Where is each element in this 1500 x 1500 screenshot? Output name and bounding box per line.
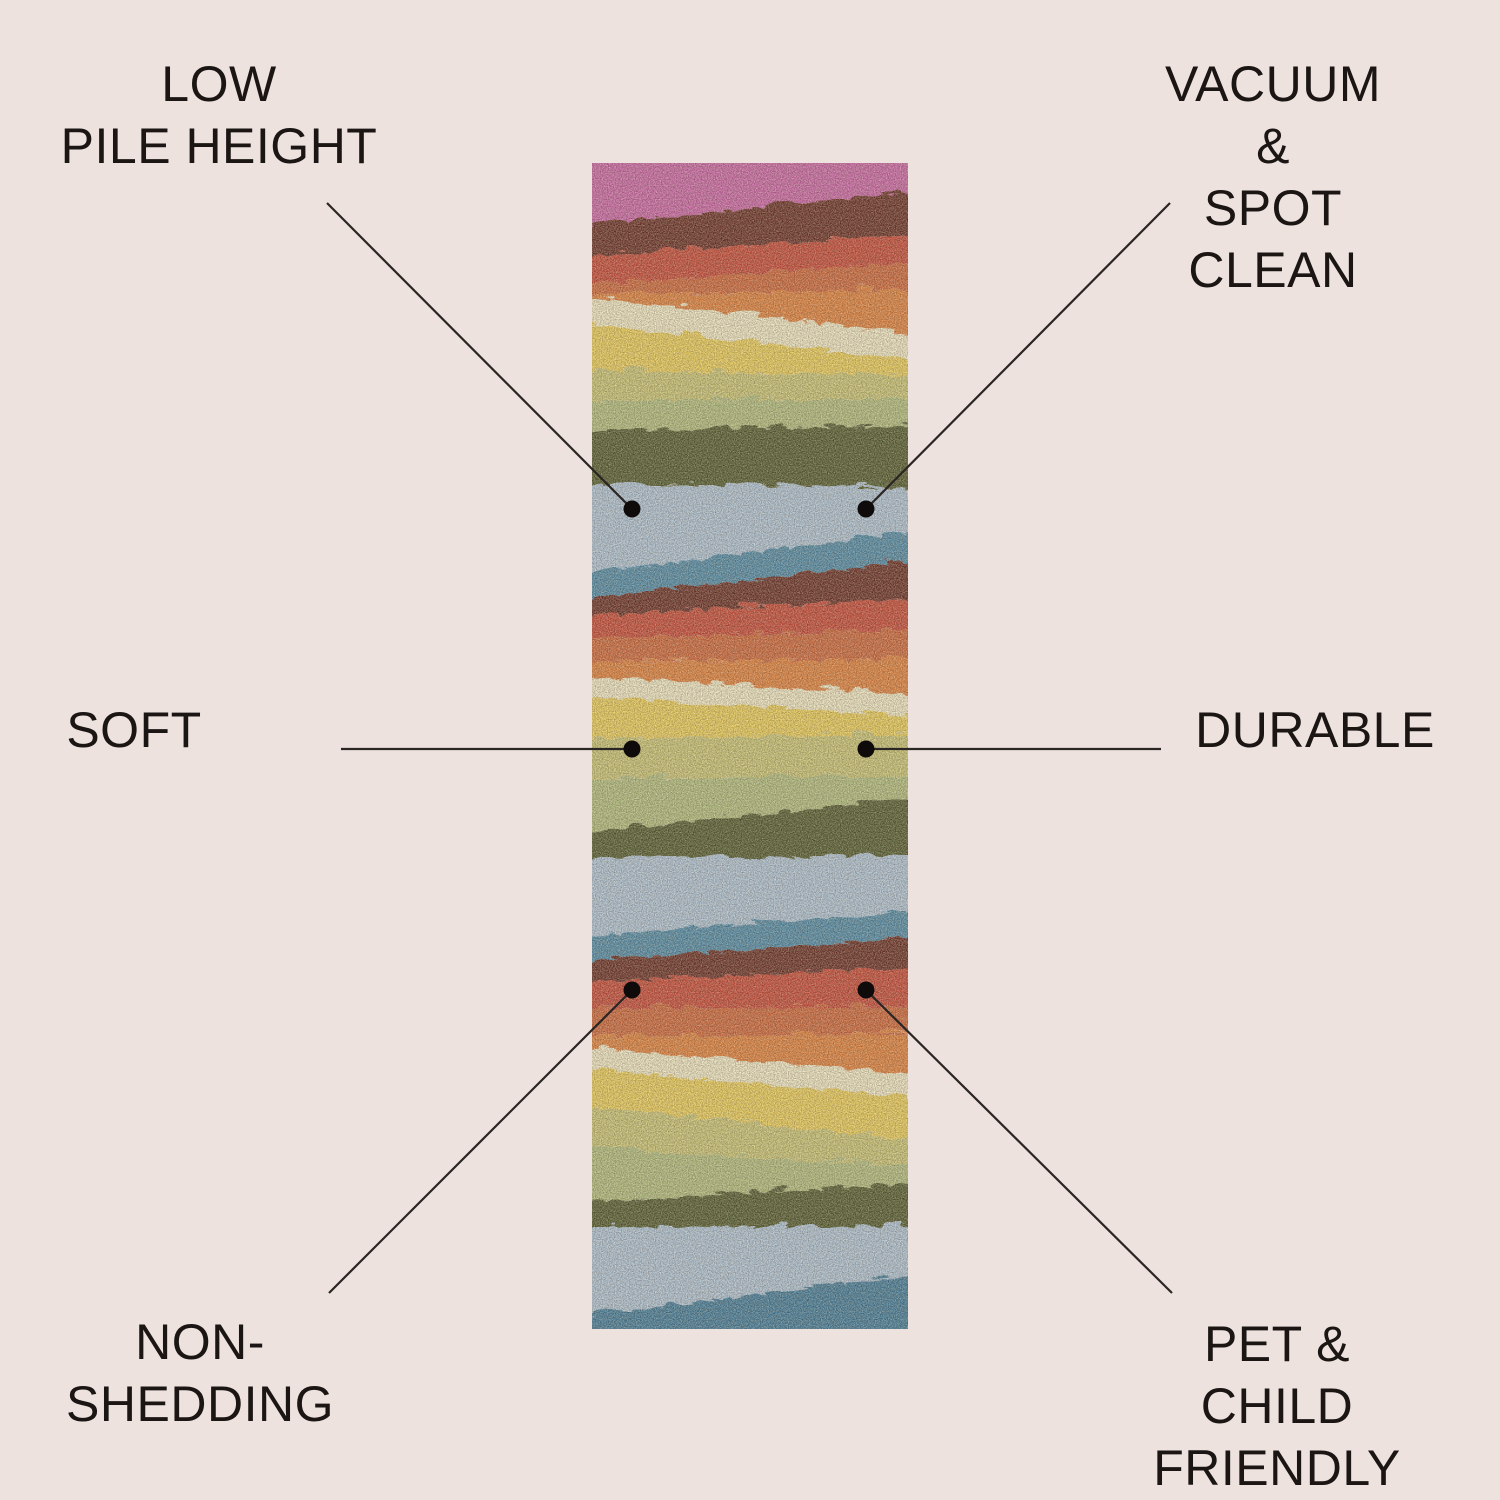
rug-stripe-olive (592, 1180, 908, 1223)
feature-label-non-shedding: NON- SHEDDING (66, 1314, 334, 1432)
callout-line-pet-child-friendly (865, 989, 1173, 1294)
rug-stripe-yellow (592, 1066, 908, 1137)
feature-label-low-pile-height: LOW PILE HEIGHT (60, 56, 378, 174)
callout-line-non-shedding (328, 989, 633, 1294)
rug-stripe-light-green (592, 772, 908, 829)
rug-stripes (592, 163, 908, 1329)
rug-stripe-orange (592, 1030, 908, 1071)
callout-line-low-pile-height (326, 202, 633, 510)
feature-label-pet-child-friendly: PET & CHILD FRIENDLY (1153, 1316, 1401, 1496)
rug-stripe-pink (592, 163, 908, 221)
feature-label-durable: DURABLE (1195, 702, 1435, 758)
rug-stripe-yellow (592, 693, 908, 735)
rug-stripe-red (592, 230, 908, 282)
rug-stripe-maroon (592, 933, 908, 980)
rug-stripe-light-blue (592, 1223, 908, 1312)
rug-stripe-teal (592, 528, 908, 594)
rug-stripe-yellow-green (592, 731, 908, 775)
rug-stripe-light-green (592, 1145, 908, 1198)
rug-stripe-cream (592, 1044, 908, 1094)
rug-stripe-light-green (592, 395, 908, 428)
rug-stripe-yellow-green (592, 367, 908, 398)
rug-stripe-maroon (592, 558, 908, 613)
feature-label-soft: SOFT (66, 702, 202, 758)
rug-stripe-red (592, 963, 908, 1005)
callout-line-vacuum-spot-clean (865, 202, 1171, 510)
rug-stripe-orange-red (592, 258, 908, 292)
rug-image (592, 163, 908, 1329)
rug-stripe-teal (592, 907, 908, 958)
rug-stripe-orange-red (592, 627, 908, 658)
rug-stripe-cream (592, 673, 908, 713)
rug-stripe-orange (592, 657, 908, 692)
rug-stripe-yellow (592, 321, 908, 372)
rug-stripe-orange-red (592, 1003, 908, 1033)
rug-stripe-yellow-green (592, 1104, 908, 1163)
rug-stripe-olive (592, 422, 908, 485)
rug-stripe-olive (592, 794, 908, 855)
rug-stripe-cream (592, 294, 908, 357)
rug-stripe-light-blue (592, 480, 908, 569)
rug-stripe-maroon (592, 188, 908, 253)
rug-stripe-red (592, 595, 908, 635)
rug-stripe-teal-dark (592, 1271, 908, 1329)
feature-label-vacuum-spot-clean: VACUUM & SPOT CLEAN (1165, 56, 1381, 298)
rug-stripe-orange (592, 287, 908, 331)
rug-stripe-light-blue (592, 853, 908, 933)
